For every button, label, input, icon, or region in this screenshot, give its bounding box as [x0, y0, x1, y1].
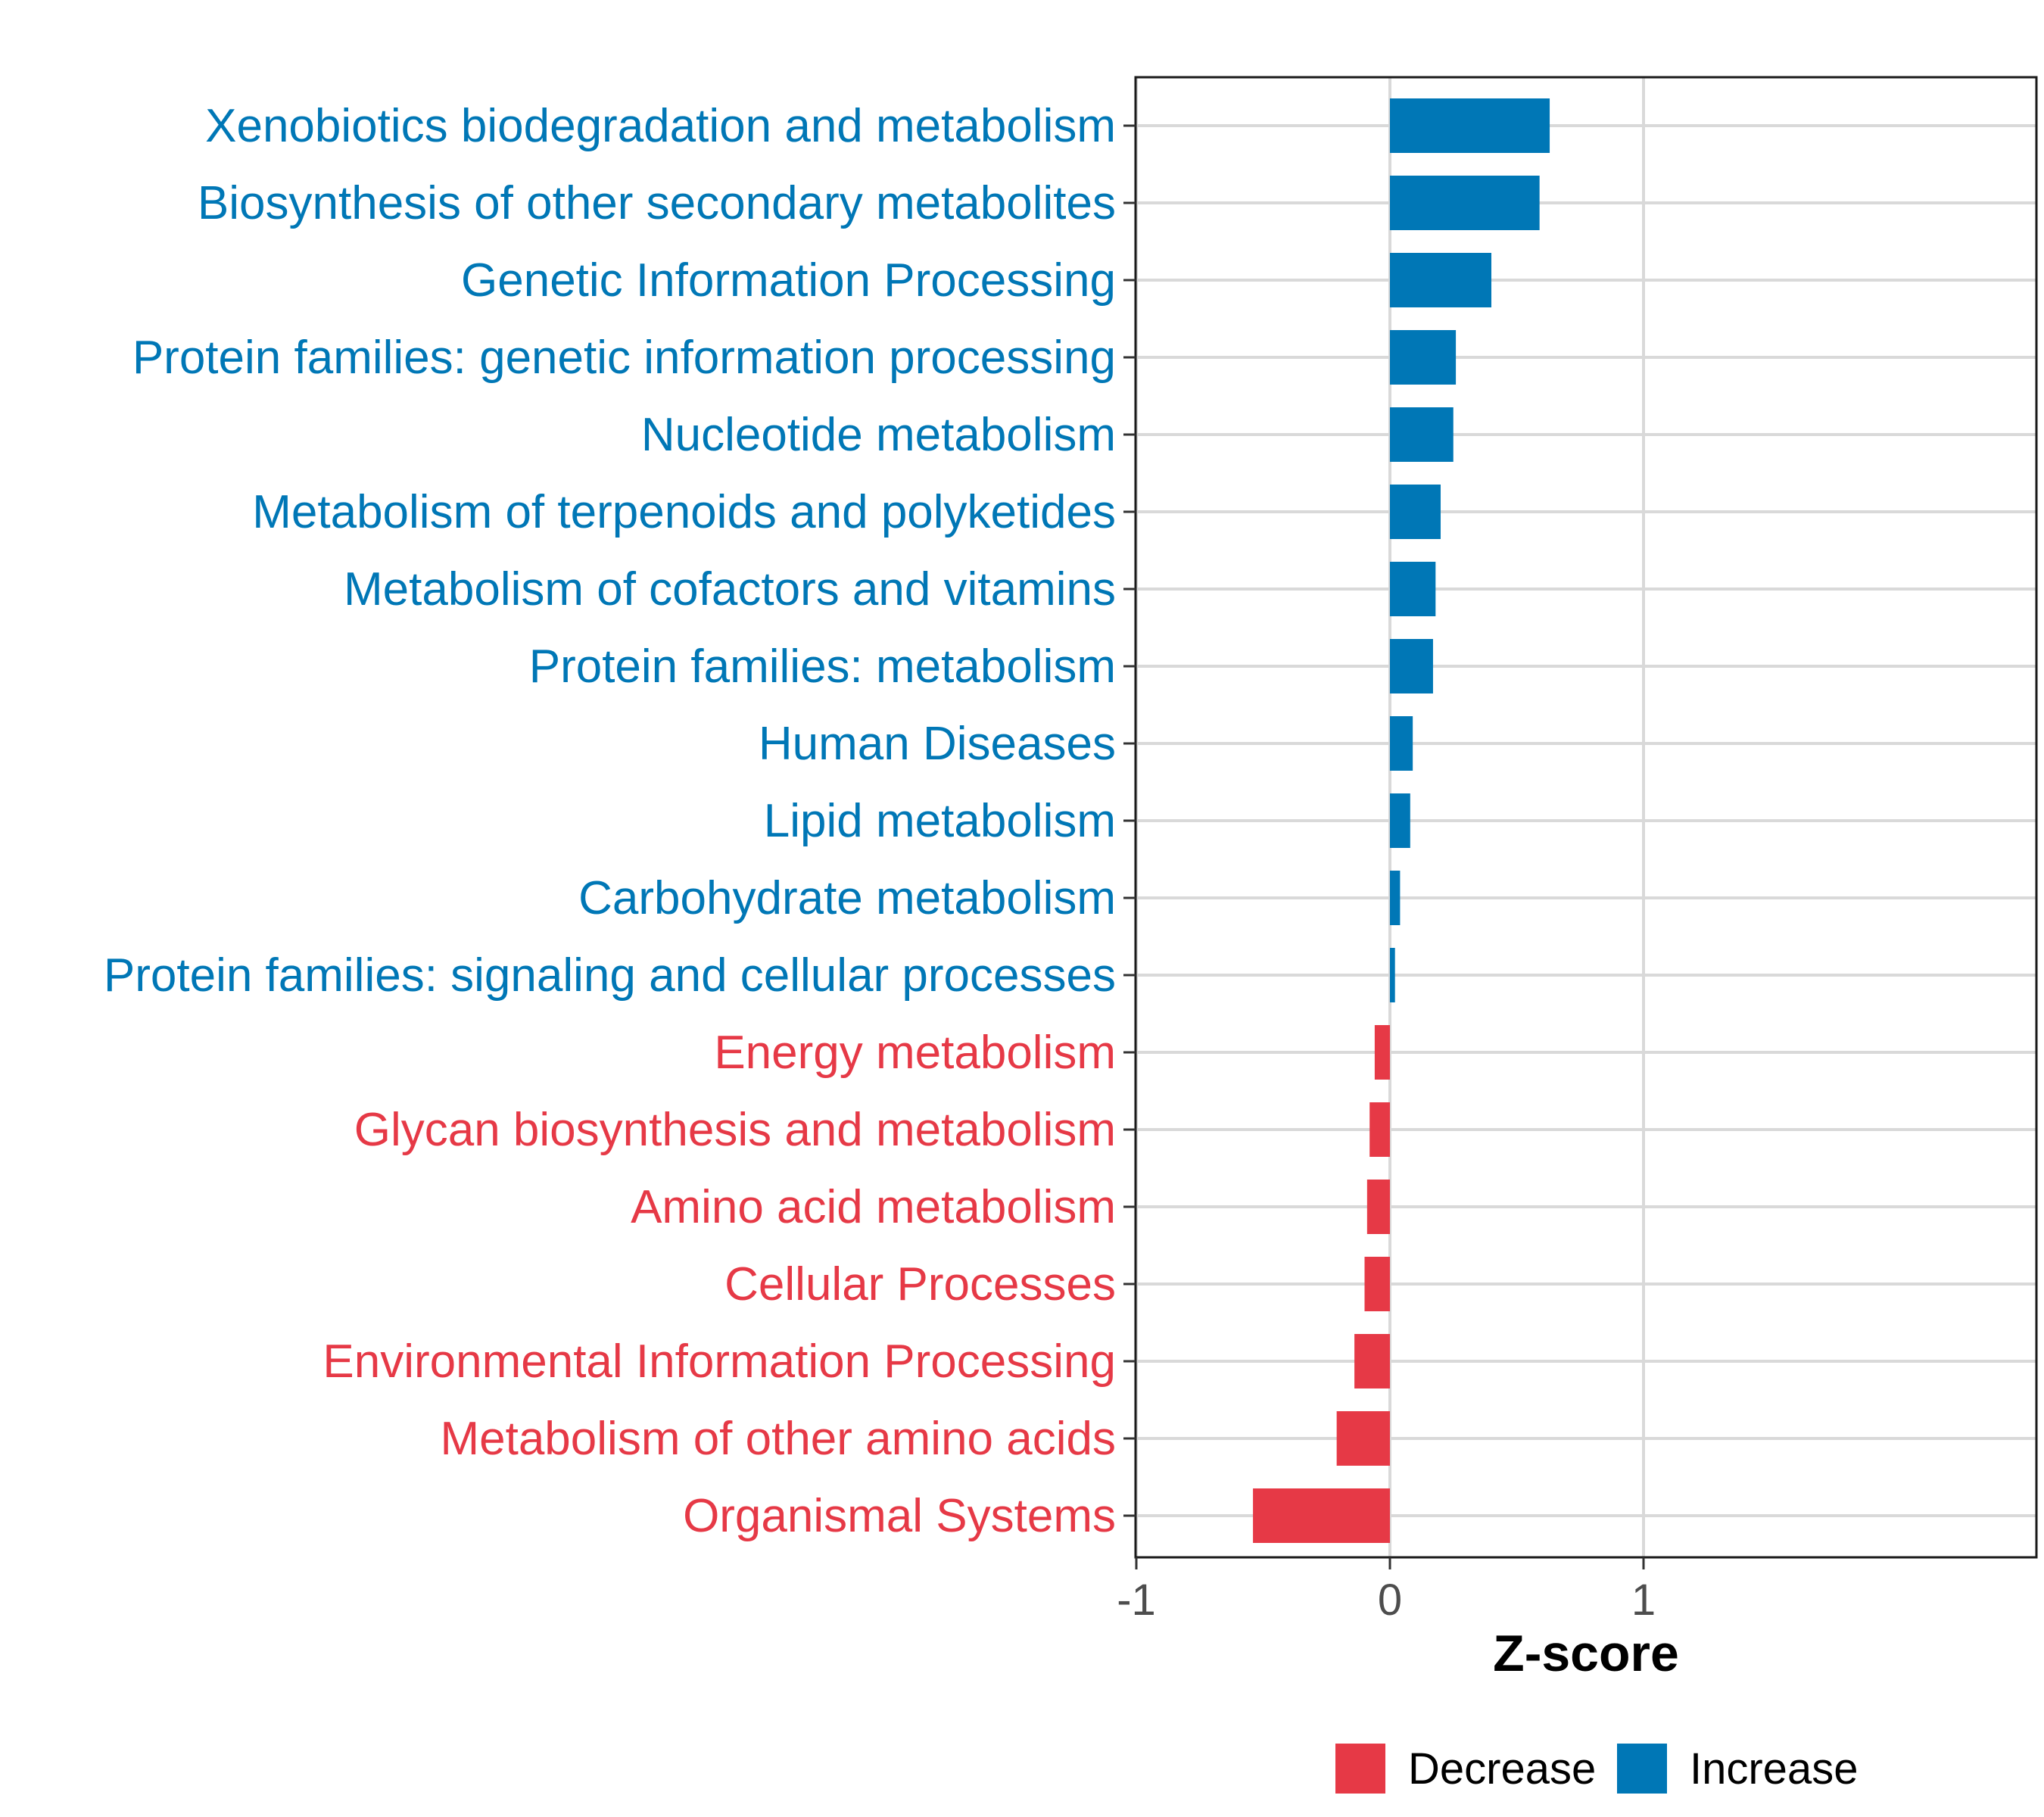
bar: [1390, 98, 1550, 153]
y-tick-label: Protein families: metabolism: [529, 640, 1116, 693]
bar: [1390, 562, 1436, 616]
bar: [1336, 1411, 1390, 1466]
bars: [1253, 98, 1550, 1543]
bar: [1390, 793, 1410, 848]
y-tick-label: Biosynthesis of other secondary metaboli…: [198, 177, 1116, 229]
bar: [1364, 1257, 1390, 1311]
y-tick-label: Metabolism of terpenoids and polyketides: [252, 486, 1116, 538]
bar: [1374, 1025, 1390, 1080]
y-tick-label: Lipid metabolism: [764, 795, 1116, 847]
y-tick-label: Amino acid metabolism: [631, 1181, 1116, 1233]
y-tick-label: Organismal Systems: [683, 1490, 1116, 1542]
grid-lines: [1135, 77, 2036, 1557]
y-tick-label: Metabolism of cofactors and vitamins: [344, 563, 1116, 616]
y-tick-label: Environmental Information Processing: [322, 1335, 1116, 1388]
y-tick-label: Human Diseases: [759, 718, 1116, 770]
bar: [1390, 330, 1457, 385]
y-tick-label: Genetic Information Processing: [461, 254, 1116, 307]
y-tick-label: Protein families: signaling and cellular…: [104, 949, 1116, 1002]
bar: [1390, 948, 1395, 1002]
y-tick-label: Cellular Processes: [724, 1258, 1116, 1311]
panel-border: [1134, 76, 2038, 1559]
bar: [1390, 176, 1540, 230]
bar: [1253, 1488, 1390, 1543]
legend-label: Decrease: [1408, 1744, 1596, 1794]
bar: [1390, 716, 1413, 771]
bar: [1390, 407, 1454, 462]
y-tick-label: Protein families: genetic information pr…: [132, 332, 1116, 384]
y-tick-label: Carbohydrate metabolism: [578, 872, 1116, 924]
bar: [1366, 1180, 1390, 1234]
legend-label: Increase: [1690, 1744, 1858, 1794]
bar: [1390, 639, 1433, 693]
x-tick-label: -1: [1117, 1575, 1156, 1625]
x-tick-label: 0: [1378, 1575, 1402, 1625]
legend-swatch: [1335, 1744, 1385, 1794]
y-tick-label: Metabolism of other amino acids: [440, 1413, 1116, 1465]
y-axis-ticks: [1123, 124, 1136, 1517]
y-tick-label: Nucleotide metabolism: [641, 409, 1116, 461]
legend-swatch: [1617, 1744, 1667, 1794]
y-tick-label: Glycan biosynthesis and metabolism: [354, 1104, 1116, 1156]
bar: [1390, 485, 1441, 539]
x-axis-title: Z-score: [1493, 1625, 1679, 1682]
bar: [1354, 1334, 1390, 1388]
x-tick-label: 1: [1631, 1575, 1656, 1625]
legend: Decrease Increase: [1335, 1744, 1858, 1794]
y-axis-labels: Xenobiotics biodegradation and metabolis…: [104, 100, 1116, 1542]
bar: [1369, 1102, 1390, 1157]
y-tick-label: Xenobiotics biodegradation and metabolis…: [205, 100, 1116, 152]
y-tick-label: Energy metabolism: [714, 1027, 1116, 1079]
x-axis-ticks: -1 0 1: [1117, 1557, 1656, 1625]
bar: [1390, 253, 1491, 307]
bar: [1390, 871, 1401, 925]
